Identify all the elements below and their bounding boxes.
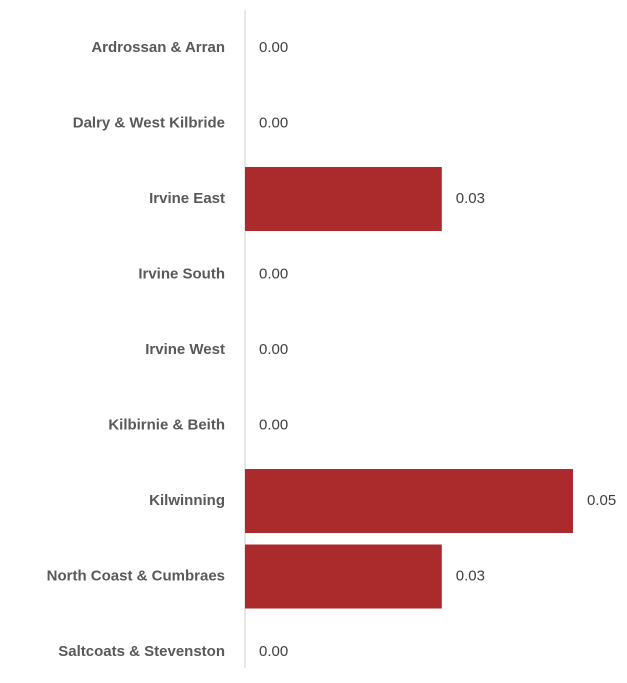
category-label: North Coast & Cumbraes bbox=[47, 567, 225, 584]
value-label: 0.00 bbox=[259, 643, 288, 660]
value-label: 0.00 bbox=[259, 416, 288, 433]
category-label: Dalry & West Kilbride bbox=[73, 114, 225, 131]
category-label: Irvine South bbox=[138, 265, 225, 282]
value-label: 0.00 bbox=[259, 265, 288, 282]
category-label: Saltcoats & Stevenston bbox=[58, 643, 225, 660]
bar bbox=[245, 544, 442, 609]
category-label: Ardrossan & Arran bbox=[91, 39, 225, 56]
value-label: 0.03 bbox=[456, 567, 485, 584]
value-label: 0.00 bbox=[259, 341, 288, 358]
value-label: 0.03 bbox=[456, 190, 485, 207]
bar bbox=[245, 469, 573, 533]
category-label: Irvine West bbox=[145, 341, 225, 358]
value-label: 0.00 bbox=[259, 114, 288, 131]
value-label: 0.00 bbox=[259, 39, 288, 56]
category-label: Irvine East bbox=[149, 190, 225, 207]
value-label: 0.05 bbox=[587, 492, 616, 509]
bar bbox=[245, 167, 442, 231]
category-label: Kilbirnie & Beith bbox=[108, 416, 225, 433]
category-label: Kilwinning bbox=[149, 492, 225, 509]
